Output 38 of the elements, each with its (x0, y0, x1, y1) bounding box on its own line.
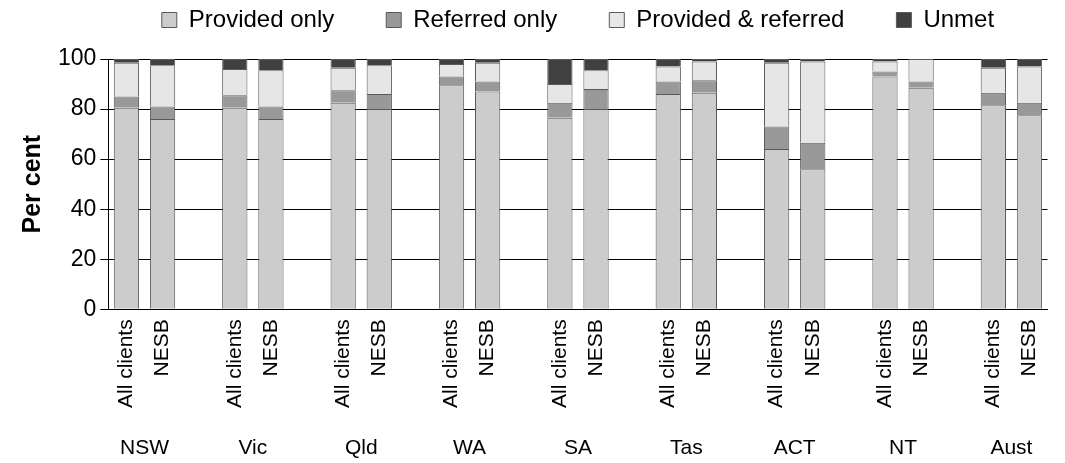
x-tick-label: All clients (113, 319, 137, 409)
text: ACT (773, 434, 816, 458)
legend-label: Provided only (188, 4, 335, 32)
x-tick-label: NESB (799, 319, 823, 377)
text: Vic (238, 434, 268, 458)
legend-label: Referred only (413, 4, 558, 32)
x-tick-label: All clients (655, 319, 679, 409)
y-tick-label: 20 (70, 244, 97, 271)
x-tick-label: NESB (691, 319, 715, 377)
y-tick-label: 40 (70, 194, 97, 221)
text: Qld (344, 434, 378, 458)
text: SA (563, 434, 592, 458)
x-tick-label: All clients (221, 319, 245, 409)
text: Tas (669, 434, 703, 458)
x-tick-label: All clients (546, 319, 570, 409)
y-tick-label: 60 (70, 144, 97, 171)
x-tick-label: NESB (257, 319, 281, 377)
y-tick-label: 0 (83, 294, 97, 321)
x-tick-label: All clients (438, 319, 462, 409)
text: Aust (990, 434, 1033, 458)
x-tick-label: NESB (149, 319, 173, 377)
y-axis-title: Per cent (16, 134, 45, 234)
x-tick-label: NESB (366, 319, 390, 377)
text: NT (889, 434, 918, 458)
text: WA (453, 434, 487, 458)
y-tick-label: 100 (58, 44, 97, 71)
y-tick-label: 80 (70, 94, 97, 121)
legend-label: Provided & referred (636, 4, 845, 32)
x-tick-label: All clients (980, 319, 1004, 409)
x-tick-label: All clients (871, 319, 895, 409)
text: NSW (120, 434, 170, 458)
x-tick-label: NESB (582, 319, 606, 377)
legend-label: Unmet (923, 4, 995, 32)
x-tick-label: All clients (329, 319, 353, 409)
x-tick-label: NESB (474, 319, 498, 377)
x-tick-label: All clients (763, 319, 787, 409)
x-tick-label: NESB (1016, 319, 1040, 377)
x-tick-label: NESB (907, 319, 931, 377)
